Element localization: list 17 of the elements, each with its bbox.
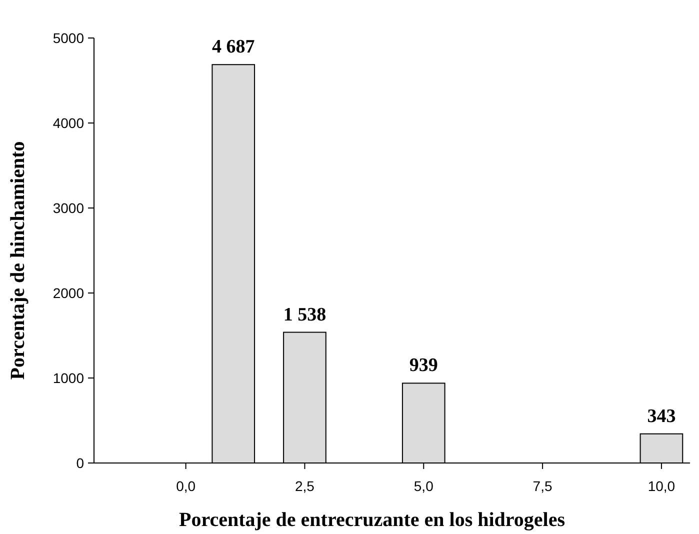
- y-tick-label: 1000: [52, 370, 84, 386]
- x-tick-label: 2,5: [294, 478, 315, 494]
- x-tick-label: 0,0: [176, 478, 196, 494]
- y-tick-label: 0: [76, 454, 84, 471]
- x-tick-label: 7,5: [532, 478, 552, 494]
- data-label: 939: [409, 355, 438, 376]
- data-label: 343: [647, 406, 676, 427]
- y-tick-label: 5000: [52, 30, 84, 46]
- y-tick-label: 3000: [52, 200, 84, 216]
- y-axis-title: Porcentaje de hinchamiento: [7, 141, 29, 380]
- x-axis-title: Porcentaje de entrecruzante en los hidrogeles: [178, 509, 566, 531]
- y-tick-label: 2000: [52, 284, 84, 301]
- x-tick-label: 5,0: [414, 478, 434, 494]
- data-label: 4 687: [212, 36, 256, 58]
- y-tick-label: 4000: [52, 114, 84, 131]
- x-tick-label: 10,0: [648, 478, 676, 494]
- data-label: 1 538: [283, 304, 326, 326]
